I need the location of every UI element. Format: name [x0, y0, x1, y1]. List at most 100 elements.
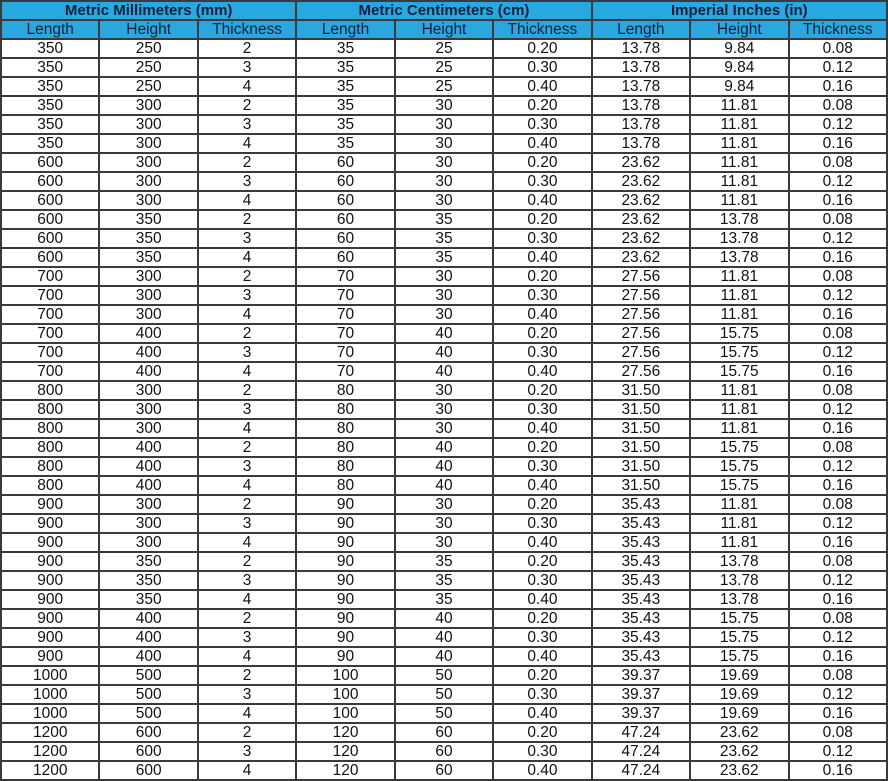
table-cell: 15.75	[689, 323, 790, 344]
table-cell: 15.75	[689, 342, 790, 363]
table-cell: 0.08	[787, 323, 888, 344]
column-header-height: Height	[689, 19, 790, 40]
table-cell: 0.40	[492, 475, 593, 496]
table-row: 350 250 4 35 25 0.40 13.78 9.84 0.16	[0, 76, 888, 97]
table-cell: 9.84	[689, 38, 790, 59]
table-cell: 35.43	[590, 570, 692, 591]
table-cell: 3	[196, 285, 298, 306]
table-cell: 350	[0, 95, 101, 116]
table-cell: 27.56	[590, 342, 692, 363]
table-cell: 0.16	[787, 190, 888, 211]
table-cell: 60	[393, 722, 495, 743]
table-cell: 350	[98, 209, 199, 230]
table-cell: 700	[0, 342, 101, 363]
table-row: 350 250 2 35 25 0.20 13.78 9.84 0.08	[0, 38, 888, 59]
table-cell: 0.40	[492, 589, 593, 610]
table-cell: 30	[393, 171, 495, 192]
table-cell: 50	[393, 665, 495, 686]
table-cell: 35.43	[590, 494, 692, 515]
table-cell: 2	[196, 209, 298, 230]
table-cell: 300	[98, 418, 199, 439]
table-cell: 23.62	[590, 190, 692, 211]
table-cell: 0.20	[492, 494, 593, 515]
table-cell: 0.16	[787, 532, 888, 553]
table-cell: 350	[0, 76, 101, 97]
table-cell: 0.16	[787, 760, 888, 781]
table-cell: 100	[295, 684, 396, 705]
table-cell: 13.78	[689, 209, 790, 230]
table-cell: 500	[98, 703, 199, 724]
table-cell: 400	[98, 475, 199, 496]
table-cell: 900	[0, 589, 101, 610]
table-cell: 9.84	[689, 76, 790, 97]
table-row: 700 400 4 70 40 0.40 27.56 15.75 0.16	[0, 361, 888, 382]
table-cell: 600	[0, 152, 101, 173]
table-cell: 11.81	[689, 494, 790, 515]
table-cell: 3	[196, 741, 298, 762]
table-cell: 1000	[0, 665, 101, 686]
table-cell: 11.81	[689, 399, 790, 420]
table-row: 900 300 4 90 30 0.40 35.43 11.81 0.16	[0, 532, 888, 553]
table-cell: 100	[295, 665, 396, 686]
table-cell: 0.30	[492, 114, 593, 135]
table-cell: 11.81	[689, 190, 790, 211]
table-row: 1200 600 4 120 60 0.40 47.24 23.62 0.16	[0, 760, 888, 781]
table-cell: 0.30	[492, 741, 593, 762]
table-cell: 0.30	[492, 513, 593, 534]
table-cell: 0.30	[492, 399, 593, 420]
table-cell: 0.12	[787, 741, 888, 762]
table-cell: 35.43	[590, 589, 692, 610]
table-cell: 0.40	[492, 247, 593, 268]
table-cell: 40	[393, 437, 495, 458]
table-row: 600 300 4 60 30 0.40 23.62 11.81 0.16	[0, 190, 888, 211]
table-cell: 23.62	[590, 209, 692, 230]
column-header-length: Length	[0, 19, 101, 40]
table-cell: 0.16	[787, 76, 888, 97]
table-cell: 11.81	[689, 266, 790, 287]
table-cell: 23.62	[590, 171, 692, 192]
table-row: 350 250 3 35 25 0.30 13.78 9.84 0.12	[0, 57, 888, 78]
table-cell: 0.12	[787, 570, 888, 591]
table-cell: 0.30	[492, 285, 593, 306]
table-cell: 600	[0, 228, 101, 249]
table-cell: 40	[393, 361, 495, 382]
table-row: 700 300 4 70 30 0.40 27.56 11.81 0.16	[0, 304, 888, 325]
table-cell: 0.30	[492, 456, 593, 477]
table-row: 1200 600 3 120 60 0.30 47.24 23.62 0.12	[0, 741, 888, 762]
table-row: 800 300 2 80 30 0.20 31.50 11.81 0.08	[0, 380, 888, 401]
table-cell: 90	[295, 570, 396, 591]
column-header-length: Length	[295, 19, 396, 40]
table-cell: 11.81	[689, 532, 790, 553]
table-cell: 500	[98, 665, 199, 686]
table-cell: 300	[98, 133, 199, 154]
table-cell: 19.69	[689, 703, 790, 724]
table-cell: 600	[0, 190, 101, 211]
table-cell: 700	[0, 266, 101, 287]
table-cell: 120	[295, 760, 396, 781]
table-cell: 60	[295, 247, 396, 268]
column-header-thickness: Thickness	[492, 19, 593, 40]
table-cell: 11.81	[689, 95, 790, 116]
table-cell: 39.37	[590, 703, 692, 724]
table-cell: 0.30	[492, 684, 593, 705]
table-cell: 4	[196, 190, 298, 211]
table-cell: 250	[98, 38, 199, 59]
table-cell: 4	[196, 532, 298, 553]
table-row: 900 350 4 90 35 0.40 35.43 13.78 0.16	[0, 589, 888, 610]
table-cell: 70	[295, 304, 396, 325]
table-cell: 31.50	[590, 475, 692, 496]
table-cell: 27.56	[590, 361, 692, 382]
table-cell: 35	[295, 57, 396, 78]
table-cell: 2	[196, 722, 298, 743]
table-cell: 70	[295, 361, 396, 382]
table-cell: 350	[98, 247, 199, 268]
table-cell: 47.24	[590, 722, 692, 743]
table-cell: 0.40	[492, 760, 593, 781]
table-cell: 120	[295, 741, 396, 762]
table-cell: 30	[393, 266, 495, 287]
table-cell: 13.78	[689, 589, 790, 610]
table-cell: 0.20	[492, 722, 593, 743]
table-row: 1000 500 2 100 50 0.20 39.37 19.69 0.08	[0, 665, 888, 686]
table-cell: 350	[98, 589, 199, 610]
table-cell: 35	[295, 76, 396, 97]
